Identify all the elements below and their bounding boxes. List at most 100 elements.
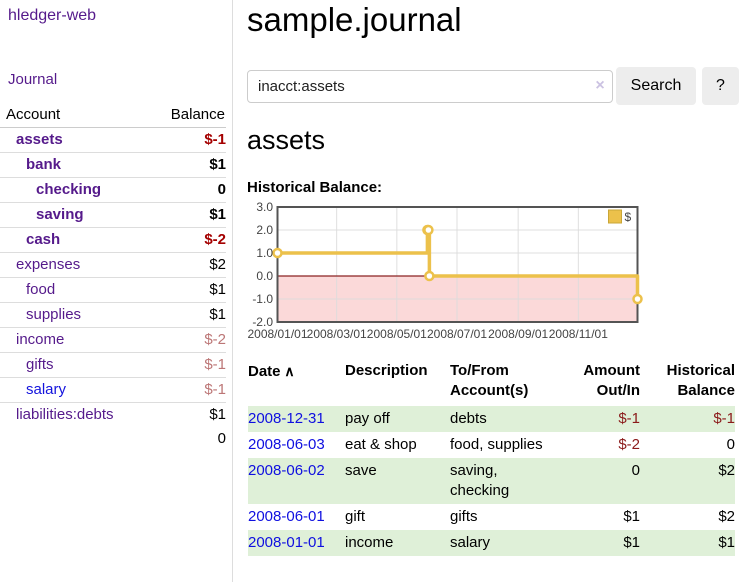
transaction-row: 2008-06-03 eat & shop food, supplies $-2 0 [248,432,735,458]
transaction-balance: $1 [718,534,735,551]
account-link-gifts[interactable]: gifts [26,356,54,373]
chart-title: Historical Balance: [247,179,383,196]
account-row: expenses $2 [0,252,226,278]
register-table: Date ∧ Description To/From Account(s) Amoun… [248,361,735,556]
account-row: supplies $1 [0,302,226,328]
transaction-date-cell: 2008-12-31 [248,406,345,432]
account-name-cell: cash [0,227,153,253]
accounts-header-row: Account Balance [0,103,226,128]
transaction-date-link[interactable]: 2008-06-03 [248,436,325,453]
account-name-cell: expenses [0,252,153,278]
account-name-cell: supplies [0,302,153,328]
account-link-cash[interactable]: cash [26,231,61,248]
register-column-historical-balance: Historical Balance [666,362,735,399]
transaction-date-cell: 2008-01-01 [248,530,345,556]
transaction-date-link[interactable]: 2008-01-01 [248,534,325,551]
search-button[interactable]: Search [616,67,696,105]
transaction-amount: $-2 [618,436,640,453]
account-name-cell: food [0,277,153,303]
transaction-date-cell: 2008-06-02 [248,458,345,504]
transaction-description: gift [345,508,366,525]
transaction-accounts: saving, checking [450,462,510,499]
account-row: cash $-2 [0,227,226,253]
x-axis-tick-label: 2008/07/01 [427,327,487,341]
transaction-description: pay off [345,410,390,427]
account-balance: 0 [152,177,226,203]
account-link-food[interactable]: food [26,281,56,298]
x-axis-tick-label: 2008/11/01 [549,327,608,341]
account-row: bank $1 [0,152,226,178]
register-column-date[interactable]: Date ∧ [248,363,295,380]
transaction-row: 2008-12-31 pay off debts $-1 $-1 [248,406,735,432]
account-balance: $-1 [152,352,226,378]
transaction-date-link[interactable]: 2008-12-31 [248,410,325,427]
transaction-date-cell: 2008-06-03 [248,432,345,458]
transaction-date-link[interactable]: 2008-06-01 [248,508,325,525]
sidebar: hledger-web Journal Account Balance asse… [0,0,233,582]
transaction-amount: $-1 [618,410,640,427]
chart-border [276,206,639,323]
account-row: liabilities:debts $1 [0,402,226,427]
x-axis-tick-label: 2008/09/01 [488,327,548,341]
data-point-marker [632,293,643,305]
register-column-to-from-account-s-: To/From Account(s) [450,362,529,399]
account-link-assets[interactable]: assets [16,131,63,148]
account-row: food $1 [0,277,226,303]
transaction-amount: $1 [623,534,640,551]
account-row: checking 0 [0,177,226,203]
help-button[interactable]: ? [702,67,739,105]
account-link-salary[interactable]: salary [26,381,67,398]
transaction-accounts: salary [450,534,491,551]
account-balance: $2 [152,252,226,278]
account-link-bank[interactable]: bank [26,156,62,173]
x-axis-tick-label: 2008/01/01 [247,327,307,341]
account-balance: $1 [152,202,226,228]
transaction-balance: $-1 [713,410,735,427]
account-row: gifts $-1 [0,352,226,378]
accounts-table-body: assets $-1 bank $1 checking 0 saving $1 cash $-2 e… [0,128,226,427]
account-balance: $-1 [152,377,226,403]
account-balance: $-2 [152,327,226,353]
account-balance: $1 [152,302,226,328]
x-axis-tick-label: 2008/05/01 [367,327,427,341]
legend-swatch [608,209,622,224]
account-link-liabilities-debts[interactable]: liabilities:debts [16,406,114,423]
transaction-date-link[interactable]: 2008-06-02 [248,462,325,479]
transaction-date-cell: 2008-06-01 [248,504,345,530]
page-title: sample.journal [247,1,462,38]
account-link-saving[interactable]: saving [36,206,84,223]
transaction-accounts: food, supplies [450,436,543,453]
account-balance: $1 [152,152,226,178]
account-name-cell: gifts [0,352,153,378]
account-row: salary $-1 [0,377,226,403]
accounts-total-row: 0 [0,427,226,451]
transaction-row: 2008-06-02 save saving, checking 0 $2 [248,458,735,504]
app-title-link[interactable]: hledger-web [8,7,97,24]
account-row: income $-2 [0,327,226,353]
accounts-table: Account Balance assets $-1 bank $1 checking 0… [0,103,226,451]
account-link-checking[interactable]: checking [36,181,102,198]
transaction-balance: 0 [726,436,735,453]
transaction-row: 2008-01-01 income salary $1 $1 [248,530,735,556]
search-input[interactable] [247,70,613,103]
register-table-body: 2008-12-31 pay off debts $-1 $-1 2008-06-03 ea… [248,406,735,556]
account-link-income[interactable]: income [16,331,65,348]
account-link-expenses[interactable]: expenses [16,256,81,273]
transaction-balance: $2 [718,462,735,479]
y-axis-tick-label: 2.0 [256,223,273,237]
data-point-marker [423,224,434,236]
transaction-description: save [345,462,377,479]
transaction-accounts: debts [450,410,487,427]
sidebar-item-journal[interactable]: Journal [8,71,58,88]
register-column-description: Description [345,362,428,379]
account-link-supplies[interactable]: supplies [26,306,82,323]
data-point-marker [272,247,283,259]
accounts-column-account: Account [0,103,153,128]
transaction-amount: $1 [623,508,640,525]
transaction-amount: 0 [631,462,640,479]
y-axis-tick-label: 0.0 [256,269,273,283]
transaction-description: income [345,534,394,551]
clear-search-icon[interactable]: × [595,77,605,94]
transaction-description: eat & shop [345,436,417,453]
